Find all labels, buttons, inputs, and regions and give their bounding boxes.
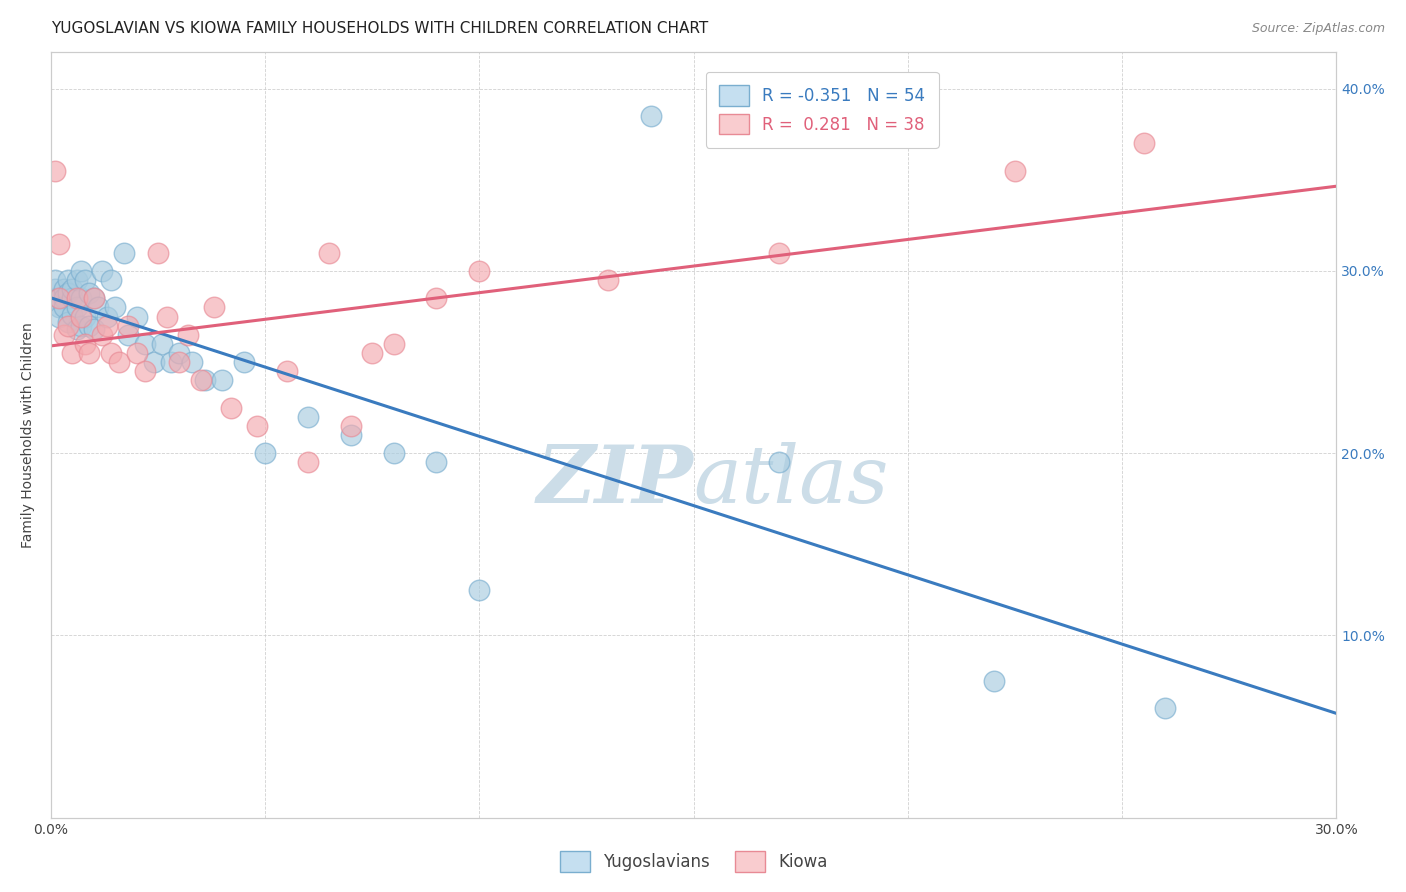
Point	[75, 336, 97, 351]
Point	[100, 273, 122, 287]
Point	[79, 346, 101, 360]
Point	[297, 409, 319, 424]
Point	[768, 245, 790, 260]
Point	[202, 301, 225, 315]
Text: ZIP: ZIP	[537, 442, 693, 520]
Point	[69, 310, 91, 324]
Point	[96, 318, 118, 333]
Point	[339, 428, 361, 442]
Point	[254, 446, 277, 460]
Point	[69, 291, 91, 305]
Point	[65, 273, 87, 287]
Point	[69, 318, 91, 333]
Point	[1004, 163, 1026, 178]
Point	[87, 301, 110, 315]
Y-axis label: Family Households with Children: Family Households with Children	[21, 322, 35, 548]
Point	[96, 310, 118, 324]
Point	[75, 273, 97, 287]
Point	[56, 318, 79, 333]
Point	[1132, 136, 1154, 151]
Point	[983, 673, 1005, 688]
Point	[79, 318, 101, 333]
Legend: Yugoslavians, Kiowa: Yugoslavians, Kiowa	[553, 845, 834, 879]
Point	[44, 282, 66, 296]
Point	[425, 291, 447, 305]
Point	[211, 373, 233, 387]
Point	[425, 455, 447, 469]
Point	[52, 301, 75, 315]
Point	[768, 455, 790, 469]
Point	[640, 109, 662, 123]
Point	[104, 301, 127, 315]
Point	[146, 245, 169, 260]
Point	[75, 310, 97, 324]
Point	[155, 310, 177, 324]
Point	[125, 310, 148, 324]
Point	[91, 327, 114, 342]
Point	[150, 336, 173, 351]
Point	[108, 355, 131, 369]
Point	[52, 327, 75, 342]
Point	[245, 418, 267, 433]
Point	[60, 346, 83, 360]
Text: atlas: atlas	[693, 442, 889, 520]
Point	[159, 355, 181, 369]
Point	[232, 355, 254, 369]
Point	[219, 401, 242, 415]
Point	[1154, 701, 1177, 715]
Point	[91, 264, 114, 278]
Point	[100, 346, 122, 360]
Point	[65, 301, 87, 315]
Point	[181, 355, 204, 369]
Point	[190, 373, 212, 387]
Point	[134, 364, 156, 378]
Point	[56, 273, 79, 287]
Point	[65, 291, 87, 305]
Point	[65, 322, 87, 336]
Point	[60, 308, 83, 322]
Point	[169, 355, 191, 369]
Point	[52, 282, 75, 296]
Point	[382, 336, 405, 351]
Point	[361, 346, 384, 360]
Point	[339, 418, 361, 433]
Point	[48, 301, 70, 315]
Point	[56, 285, 79, 300]
Point	[142, 355, 165, 369]
Point	[318, 245, 340, 260]
Point	[83, 322, 105, 336]
Point	[276, 364, 298, 378]
Point	[44, 291, 66, 305]
Point	[468, 582, 491, 597]
Point	[83, 291, 105, 305]
Point	[48, 291, 70, 305]
Point	[112, 245, 135, 260]
Point	[60, 282, 83, 296]
Point	[44, 273, 66, 287]
Text: Source: ZipAtlas.com: Source: ZipAtlas.com	[1251, 22, 1385, 36]
Point	[177, 327, 200, 342]
Point	[60, 291, 83, 305]
Point	[44, 163, 66, 178]
Point	[117, 327, 139, 342]
Point	[79, 285, 101, 300]
Point	[125, 346, 148, 360]
Point	[194, 373, 217, 387]
Point	[69, 264, 91, 278]
Point	[48, 291, 70, 305]
Point	[382, 446, 405, 460]
Point	[468, 264, 491, 278]
Point	[48, 236, 70, 251]
Point	[48, 310, 70, 324]
Point	[297, 455, 319, 469]
Point	[134, 336, 156, 351]
Point	[83, 291, 105, 305]
Point	[117, 318, 139, 333]
Text: YUGOSLAVIAN VS KIOWA FAMILY HOUSEHOLDS WITH CHILDREN CORRELATION CHART: YUGOSLAVIAN VS KIOWA FAMILY HOUSEHOLDS W…	[51, 21, 709, 36]
Point	[56, 315, 79, 329]
Point	[169, 346, 191, 360]
Point	[596, 273, 619, 287]
Point	[52, 291, 75, 305]
